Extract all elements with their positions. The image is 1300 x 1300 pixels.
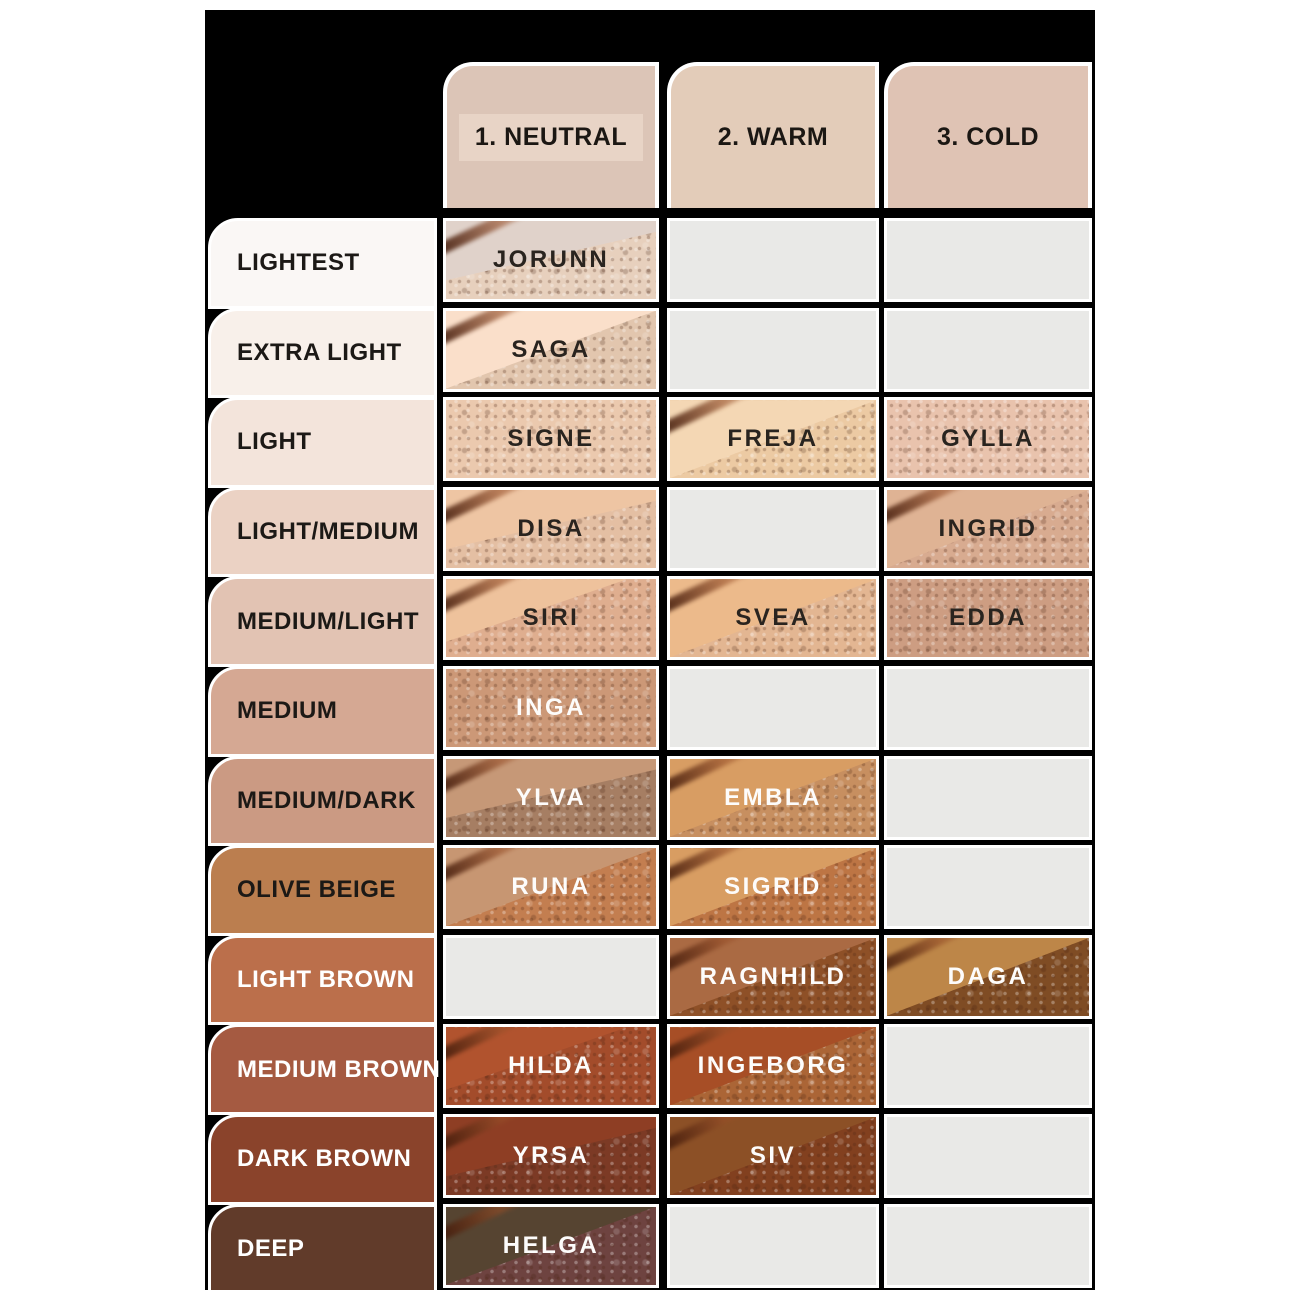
- row-label-text: EXTRA LIGHT: [237, 338, 402, 366]
- column-header-label: 3. COLD: [936, 122, 1040, 151]
- shade-cell-gylla: GYLLA: [884, 397, 1092, 482]
- shade-name: HELGA: [502, 1231, 600, 1259]
- shade-cell-helga: HELGA: [443, 1203, 659, 1288]
- shade-cell-ylva: YLVA: [443, 755, 659, 840]
- empty-cell: [884, 1024, 1092, 1109]
- shade-cell-inga: INGA: [443, 666, 659, 750]
- column-header-label: 2. WARM: [717, 122, 829, 151]
- empty-cell: [667, 666, 879, 750]
- row-label-text: DEEP: [237, 1234, 305, 1262]
- empty-cell: [884, 1114, 1092, 1198]
- row-label-light-brown: LIGHT BROWN: [208, 934, 437, 1026]
- row-label-text: LIGHT/MEDIUM: [237, 518, 419, 546]
- shade-cell-ingrid: INGRID: [884, 486, 1092, 571]
- shade-cell-siv: SIV: [667, 1114, 879, 1198]
- column-header-warm: 2. WARM: [667, 62, 879, 208]
- column-header-label: 1. NEUTRAL: [458, 113, 644, 161]
- row-label-olive-beige: OLIVE BEIGE: [208, 845, 437, 936]
- row-label-text: OLIVE BEIGE: [237, 876, 396, 904]
- shade-cell-disa: DISA: [443, 486, 659, 571]
- row-label-extra-light: EXTRA LIGHT: [208, 307, 437, 399]
- row-label-text: LIGHTEST: [237, 249, 360, 277]
- powder-texture: [446, 669, 656, 747]
- empty-cell: [884, 307, 1092, 392]
- shade-cell-runa: RUNA: [443, 845, 659, 930]
- row-label-text: MEDIUM BROWN: [237, 1055, 441, 1083]
- empty-cell: [667, 218, 879, 302]
- shade-name: DAGA: [947, 962, 1029, 990]
- row-label-medium-brown: MEDIUM BROWN: [208, 1024, 441, 1115]
- empty-cell: [884, 1203, 1092, 1288]
- empty-cell: [667, 307, 879, 392]
- shade-name: RAGNHILD: [699, 962, 847, 990]
- shade-cell-ragnhild: RAGNHILD: [667, 934, 879, 1019]
- shade-cell-svea: SVEA: [667, 576, 879, 661]
- row-label-light: LIGHT: [208, 397, 437, 488]
- shade-name: RUNA: [511, 873, 591, 901]
- powder-texture: [446, 400, 656, 479]
- row-label-text: MEDIUM/LIGHT: [237, 607, 419, 635]
- shade-name: EDDA: [948, 604, 1027, 632]
- shade-name: INGEBORG: [697, 1052, 849, 1080]
- shade-cell-ingeborg: INGEBORG: [667, 1024, 879, 1109]
- empty-cell: [884, 845, 1092, 930]
- shade-name: HILDA: [508, 1052, 594, 1080]
- table-panel: 1. NEUTRAL 2. WARM 3. COLD LIGHTEST EXTRA L…: [205, 10, 1095, 1290]
- shade-name: DISA: [517, 514, 585, 542]
- shade-cell-jorunn: JORUNN: [443, 218, 659, 302]
- row-label-text: MEDIUM: [237, 697, 338, 725]
- powder-texture: [887, 579, 1089, 658]
- shade-cell-freja: FREJA: [667, 397, 879, 482]
- empty-cell: [667, 1203, 879, 1288]
- shade-name: EMBLA: [724, 783, 822, 811]
- shade-cell-signe: SIGNE: [443, 397, 659, 482]
- empty-cell: [884, 218, 1092, 302]
- shade-name: YLVA: [515, 783, 587, 811]
- shade-cell-edda: EDDA: [884, 576, 1092, 661]
- shade-cell-embla: EMBLA: [667, 755, 879, 840]
- row-label-deep: DEEP: [208, 1203, 437, 1290]
- empty-cell: [443, 934, 659, 1019]
- row-label-text: LIGHT BROWN: [237, 966, 415, 994]
- column-header-neutral: 1. NEUTRAL: [443, 62, 659, 208]
- row-label-light-medium: LIGHT/MEDIUM: [208, 486, 437, 578]
- shade-name: SIGNE: [507, 425, 595, 453]
- row-label-medium-dark: MEDIUM/DARK: [208, 755, 437, 847]
- row-label-dark-brown: DARK BROWN: [208, 1114, 437, 1205]
- shade-name: SIGRID: [724, 873, 822, 901]
- shade-cell-hilda: HILDA: [443, 1024, 659, 1109]
- shade-name: SAGA: [511, 335, 591, 363]
- shade-name: FREJA: [727, 425, 819, 453]
- empty-cell: [667, 486, 879, 571]
- shade-name: SIRI: [522, 604, 580, 632]
- shade-name: INGA: [516, 694, 586, 721]
- empty-cell: [884, 755, 1092, 840]
- row-label-medium: MEDIUM: [208, 666, 437, 757]
- shade-cell-sigrid: SIGRID: [667, 845, 879, 930]
- row-label-text: MEDIUM/DARK: [237, 786, 416, 814]
- shade-name: JORUNN: [492, 246, 610, 273]
- shade-name: SVEA: [735, 604, 811, 632]
- row-label-lightest: LIGHTEST: [208, 218, 437, 309]
- row-label-medium-light: MEDIUM/LIGHT: [208, 576, 437, 667]
- shade-cell-daga: DAGA: [884, 934, 1092, 1019]
- row-label-text: DARK BROWN: [237, 1145, 412, 1173]
- shade-name: GYLLA: [941, 425, 1035, 453]
- shade-cell-siri: SIRI: [443, 576, 659, 661]
- shade-cell-saga: SAGA: [443, 307, 659, 392]
- row-label-text: LIGHT: [237, 428, 312, 456]
- powder-texture: [887, 400, 1089, 479]
- column-header-cold: 3. COLD: [884, 62, 1092, 208]
- shade-name: INGRID: [938, 514, 1038, 542]
- empty-cell: [884, 666, 1092, 750]
- shade-cell-yrsa: YRSA: [443, 1114, 659, 1198]
- shade-name: YRSA: [512, 1142, 590, 1169]
- shade-name: SIV: [749, 1142, 797, 1169]
